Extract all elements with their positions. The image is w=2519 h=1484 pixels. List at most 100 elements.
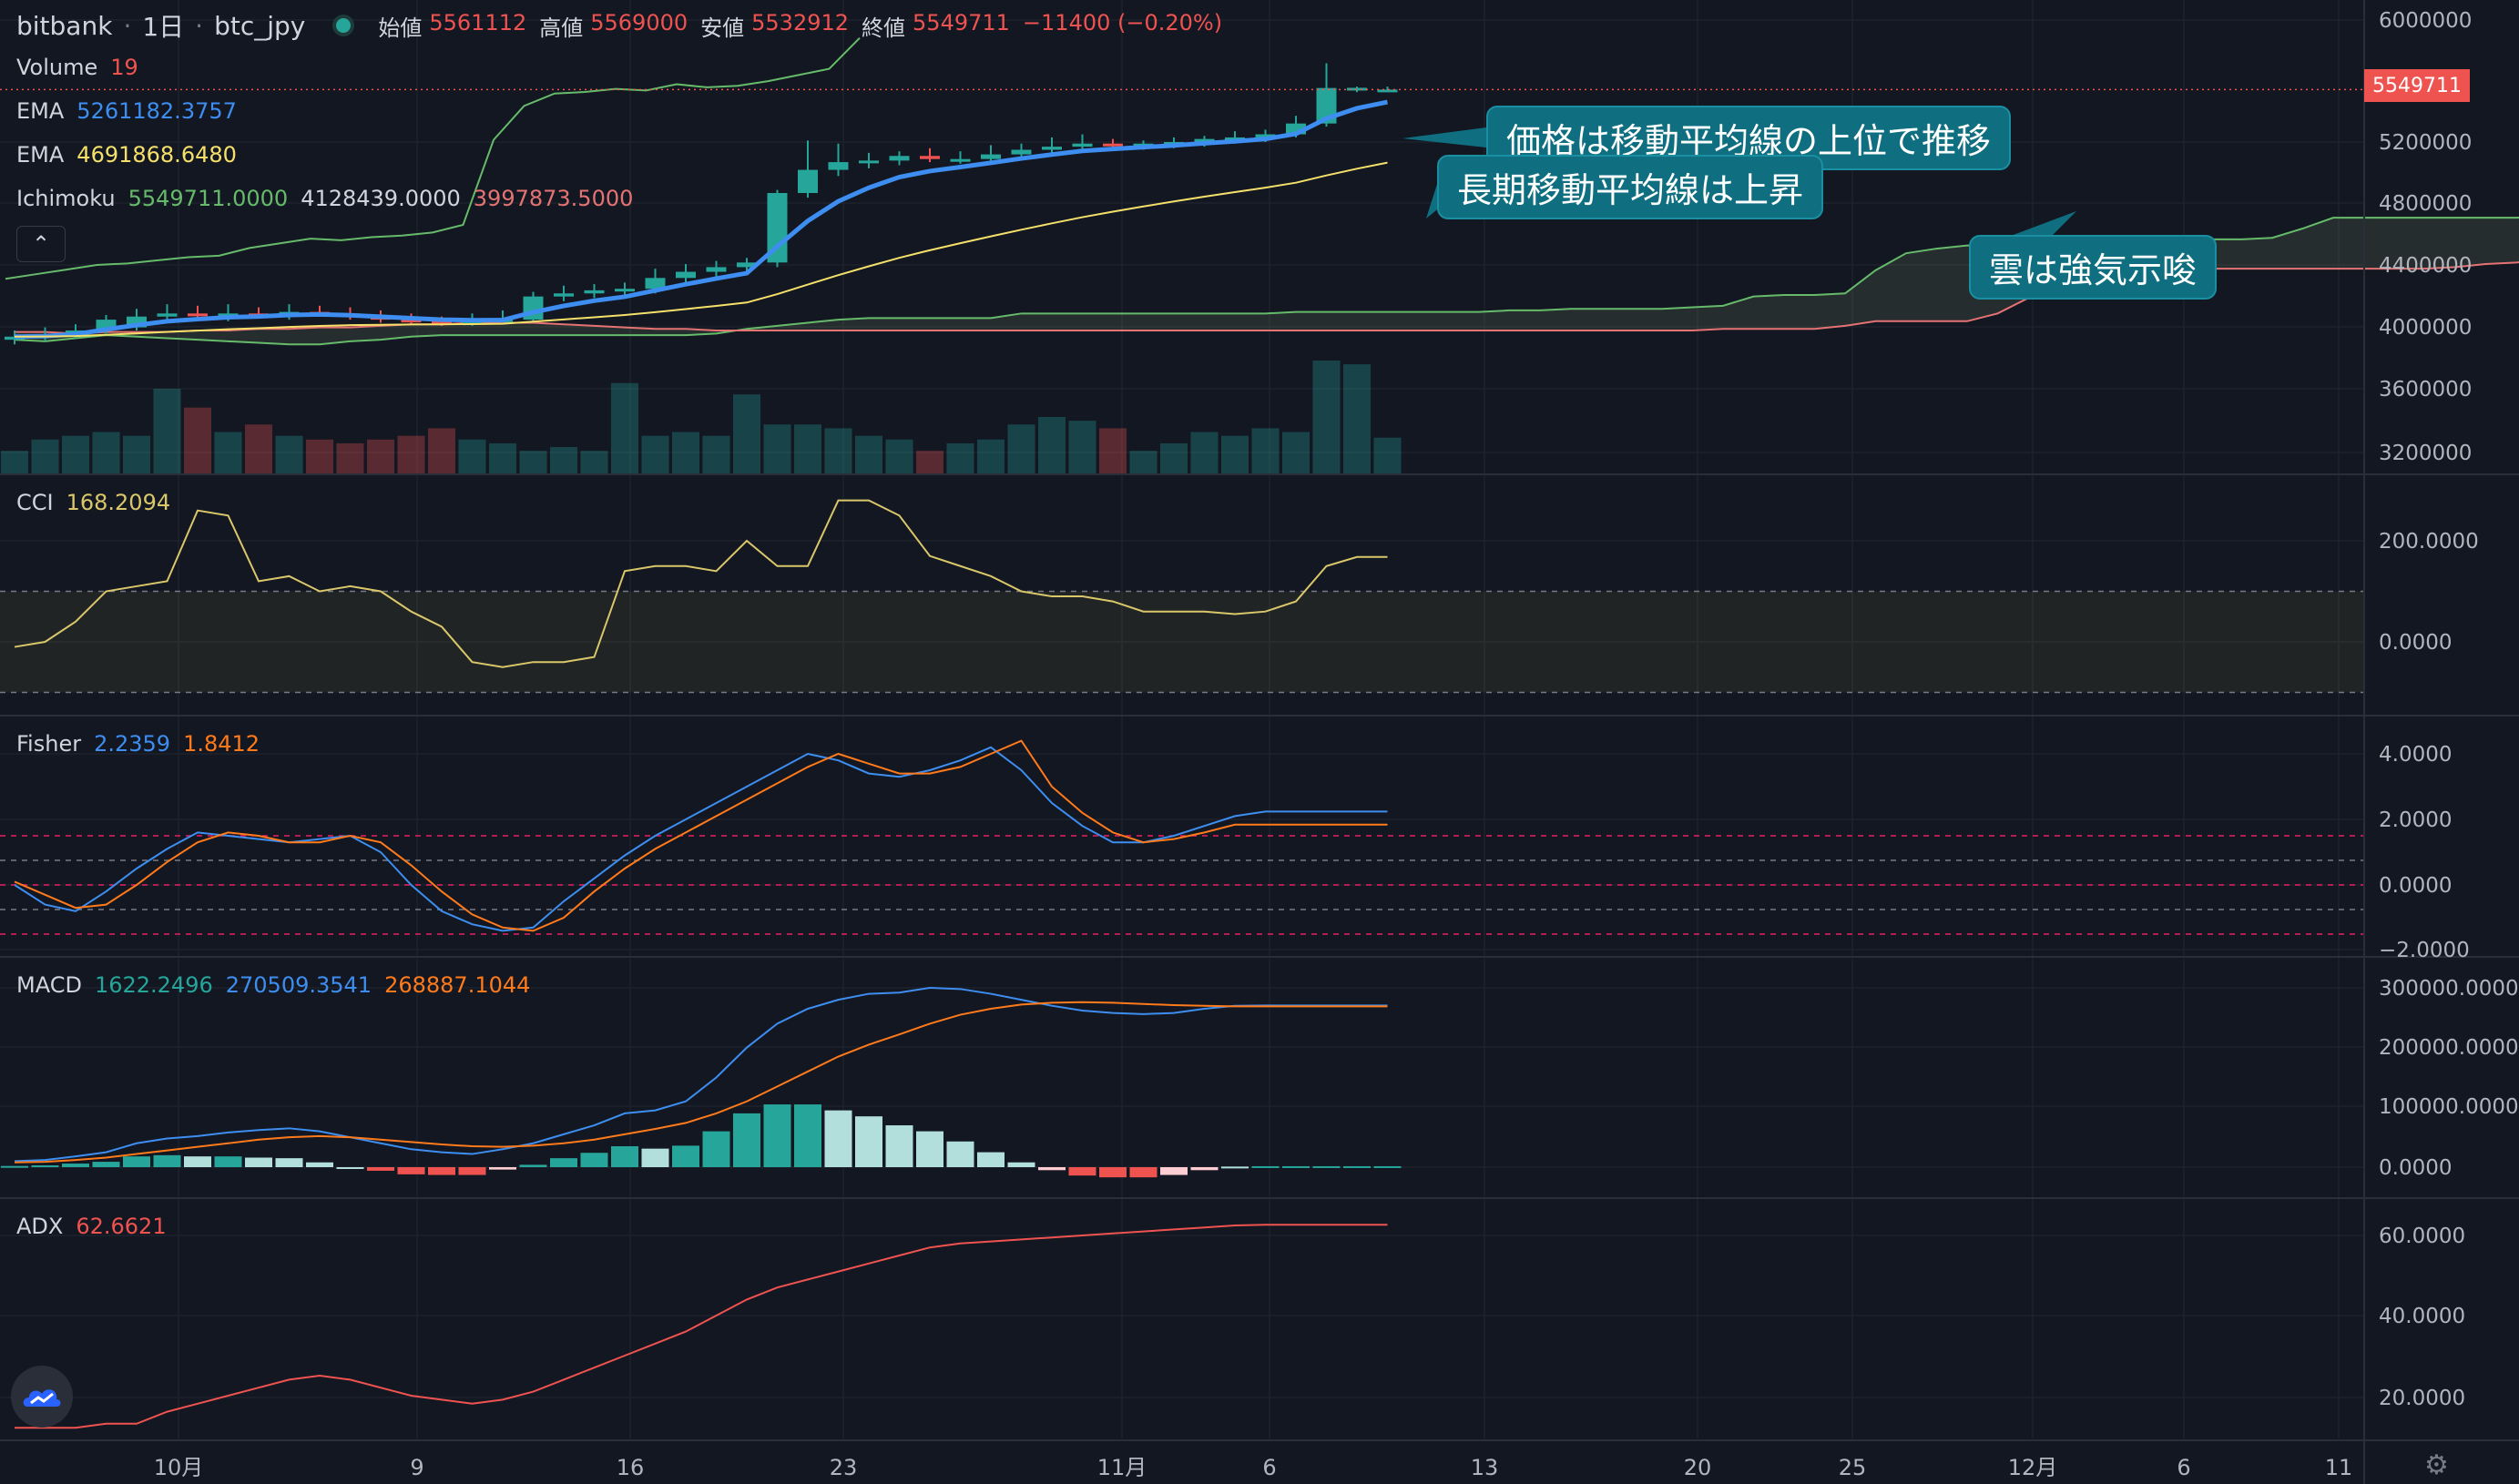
gear-icon[interactable]: ⚙ [2424, 1449, 2449, 1481]
candle-body [584, 290, 605, 294]
legend-value: 62.6621 [76, 1214, 167, 1239]
macd-histogram-bar [1343, 1165, 1371, 1168]
macd-histogram-bar [916, 1131, 943, 1167]
ohlc-values: 始値 5561112 高値 5569000 安値 5532912 終値 5549711 … [378, 10, 1222, 42]
macd-histogram-bar [62, 1164, 89, 1167]
open-value: 5561112 [429, 9, 527, 36]
legend-name: MACD [16, 972, 82, 998]
price-axis-label: 0.0000 [2379, 631, 2452, 655]
ema-fast-line [14, 99, 1389, 340]
candle-body [981, 154, 1001, 159]
time-axis-label: 12月 [2008, 1455, 2058, 1480]
macd-histogram-bar [214, 1156, 242, 1167]
macd-histogram-bar [153, 1154, 181, 1167]
ema-slow-legend[interactable]: EMA 4691868.6480 [16, 142, 237, 168]
volume-bar [1, 451, 28, 473]
legend-value: 1622.2496 [94, 972, 213, 998]
callout-long-ma-rising[interactable]: 長期移動平均線は上昇 [1437, 155, 1824, 219]
volume-bar [489, 442, 516, 473]
fisher-legend[interactable]: Fisher 2.2359 1.8412 [16, 731, 260, 757]
time-axis-label: 11 [2325, 1455, 2353, 1480]
legend-name: CCI [16, 490, 54, 515]
macd-histogram-bar [336, 1167, 364, 1169]
candle-body [859, 160, 879, 164]
volume-bar [245, 424, 272, 473]
candle [828, 143, 849, 177]
legend-value: 270509.3541 [225, 972, 372, 998]
candle [676, 264, 696, 283]
macd-histogram-bar [397, 1167, 425, 1174]
collapse-legend-button[interactable]: ⌃ [16, 226, 66, 262]
candle-body [828, 162, 849, 170]
cci-legend[interactable]: CCI 168.2094 [16, 490, 170, 515]
symbol-legend[interactable]: bitbank · 1日 · btc_jpy 始値 5561112 高値 55690… [16, 7, 1222, 44]
volume-bar [733, 394, 760, 473]
time-axis-label: 25 [1839, 1455, 1867, 1480]
volume-legend[interactable]: Volume 19 [16, 55, 138, 80]
volume-bar [31, 439, 59, 473]
candle-body [157, 313, 178, 317]
volume-bar [275, 435, 303, 473]
price-axis[interactable]: 6000000 5200000 4800000 4400000 4000000 36000… [2379, 9, 2519, 1410]
candle-body [5, 336, 25, 341]
macd-legend[interactable]: MACD 1622.2496 270509.3541 268887.1044 [16, 972, 530, 998]
macd-histogram-bar [550, 1158, 577, 1167]
time-axis-label: 6 [2177, 1455, 2190, 1480]
price-axis-label: −2.0000 [2379, 939, 2470, 962]
ichimoku-lagging-span [5, 36, 861, 280]
volume-bar [855, 435, 882, 473]
time-axis[interactable]: 10月 9 16 23 11月 6 13 20 25 12月 6 11 [154, 1455, 2353, 1480]
volume-bar [458, 439, 486, 473]
volume-bar [1373, 437, 1402, 473]
macd-histogram-bar [1007, 1162, 1035, 1167]
volume-bar [794, 424, 821, 473]
candle [981, 145, 1001, 163]
tradingview-logo[interactable] [11, 1366, 73, 1428]
macd-histogram-bar [1129, 1167, 1158, 1178]
candle-body [1042, 147, 1062, 150]
legend-name: Fisher [16, 731, 82, 757]
volume-bar [946, 442, 974, 473]
candle-body [950, 158, 971, 162]
volume-bar [1343, 364, 1371, 473]
price-axis-label: 6000000 [2379, 9, 2472, 33]
candle [1042, 137, 1062, 153]
volume-bar [519, 451, 547, 473]
adx-legend[interactable]: ADX 62.6621 [16, 1214, 167, 1239]
symbol-label[interactable]: btc_jpy [214, 10, 306, 41]
macd-histogram-bar [885, 1125, 913, 1167]
macd-histogram-bar [946, 1141, 974, 1167]
ichimoku-legend[interactable]: Ichimoku 5549711.0000 4128439.0000 39978… [16, 186, 633, 211]
candle [889, 151, 910, 166]
candle-body [462, 320, 483, 324]
price-axis-label: 3200000 [2379, 442, 2472, 465]
last-price-label: 5549711 [2364, 69, 2470, 102]
chevron-up-icon: ⌃ [31, 231, 51, 257]
volume-bar [763, 424, 791, 473]
volume-bar [824, 428, 852, 473]
time-axis-label: 10月 [154, 1455, 204, 1480]
price-axis-label: 100000.0000 [2379, 1095, 2519, 1119]
macd-histogram-bar [275, 1158, 303, 1167]
legend-name: EMA [16, 142, 65, 168]
volume-bar [580, 451, 608, 473]
candle-body [889, 156, 910, 161]
macd-histogram-bar [1, 1165, 28, 1168]
market-status-icon [332, 15, 355, 36]
candle-body [920, 156, 940, 159]
macd-histogram-bar [184, 1156, 211, 1167]
exchange-label: bitbank [16, 10, 113, 41]
candle-body [401, 320, 422, 323]
volume-bar [702, 435, 730, 473]
close-label: 終値 [862, 15, 906, 41]
macd-histogram-bar [31, 1165, 59, 1168]
callout-cloud-bullish[interactable]: 雲は強気示唆 [1969, 235, 2218, 300]
price-axis-label: 0.0000 [2379, 1156, 2452, 1180]
price-axis-label: 300000.0000 [2379, 977, 2519, 1001]
macd-histogram-bar [733, 1113, 760, 1167]
ema-fast-legend[interactable]: EMA 5261182.3757 [16, 98, 237, 124]
interval-label[interactable]: 1日 [142, 12, 185, 42]
